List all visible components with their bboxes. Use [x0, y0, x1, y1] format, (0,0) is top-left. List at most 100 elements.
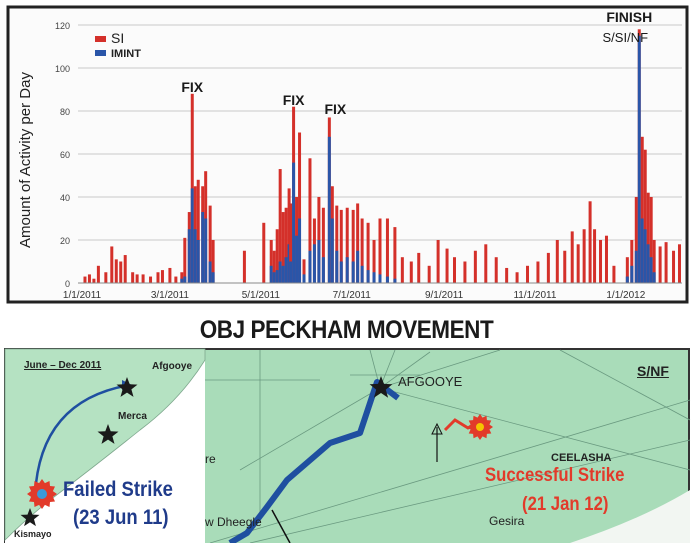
- si-bar: [604, 235, 608, 283]
- si-bar: [110, 246, 114, 283]
- si-bar: [582, 229, 586, 283]
- si-bar: [211, 240, 215, 283]
- afgooye-star-icon: [369, 376, 393, 398]
- legend-swatch-si: [95, 36, 106, 42]
- si-bar: [505, 267, 509, 283]
- pointer-arrow: [271, 509, 291, 543]
- annotation-fix: FIX: [324, 101, 346, 117]
- y-tick-label: 100: [55, 64, 70, 74]
- imint-bar: [640, 218, 644, 283]
- imint-bar: [278, 261, 282, 283]
- si-bar: [658, 246, 662, 283]
- si-bar: [272, 250, 276, 283]
- legend-label-si: SI: [111, 30, 124, 46]
- imint-bar: [180, 278, 184, 283]
- si-bar: [141, 274, 145, 283]
- si-bar: [83, 276, 87, 283]
- re-label: re: [205, 452, 216, 466]
- si-bar: [599, 240, 603, 283]
- map-roads: [205, 349, 691, 543]
- inset-merca-label: Merca: [118, 411, 147, 422]
- imint-bar: [298, 218, 302, 283]
- afgooye-label: AFGOOYE: [398, 374, 463, 389]
- imint-bar: [208, 261, 212, 283]
- gesira-label: Gesira: [489, 514, 525, 528]
- coastline: [570, 490, 690, 543]
- si-bar: [612, 265, 616, 283]
- imint-bar: [196, 240, 200, 283]
- imint-bar: [345, 257, 349, 283]
- y-tick-label: 120: [55, 21, 70, 31]
- si-bar: [536, 261, 540, 283]
- si-bar: [427, 265, 431, 283]
- imint-bar: [295, 235, 299, 283]
- legend-swatch-imint: [95, 50, 106, 56]
- si-bar: [409, 261, 413, 283]
- si-bar: [445, 248, 449, 283]
- si-bar: [321, 207, 325, 283]
- si-bar: [588, 201, 592, 283]
- si-bar: [555, 240, 559, 283]
- page-title: OBJ PECKHAM MOVEMENT: [199, 316, 494, 344]
- route-path: [228, 379, 400, 543]
- si-bar: [87, 274, 91, 283]
- si-bar: [652, 240, 656, 283]
- x-tick-label: 3/1/2011: [151, 290, 190, 301]
- annotation-fix: FIX: [181, 79, 203, 95]
- si-bar: [278, 169, 282, 283]
- imint-bar: [385, 276, 389, 283]
- si-bar: [473, 250, 477, 283]
- si-bar: [302, 259, 306, 283]
- imint-bar: [625, 276, 629, 283]
- imint-bar: [649, 257, 653, 283]
- success-strike-burst-icon: [467, 414, 493, 440]
- si-bar: [677, 244, 681, 283]
- si-bar: [546, 252, 550, 283]
- afgooye-inset-star-icon: [116, 377, 138, 397]
- x-tick-label: 5/1/2011: [242, 290, 281, 301]
- si-bar: [366, 222, 370, 283]
- inset-afgooye-label: Afgooye: [152, 361, 192, 372]
- si-bar: [576, 244, 580, 283]
- imint-bar: [378, 274, 382, 283]
- si-bar: [114, 259, 118, 283]
- si-bar: [570, 231, 574, 283]
- si-bar: [526, 265, 530, 283]
- si-bar: [339, 209, 343, 283]
- si-bar: [174, 276, 178, 283]
- si-bar: [345, 207, 349, 283]
- imint-bar: [630, 265, 634, 283]
- inset-kismayo-label: Kismayo: [14, 529, 52, 539]
- si-bar: [269, 240, 273, 283]
- si-bar: [463, 261, 467, 283]
- si-bar: [494, 257, 498, 283]
- imint-bar: [356, 250, 360, 283]
- si-bar: [646, 192, 650, 283]
- ceelasha-label: CEELASHA: [551, 452, 612, 464]
- imint-bar: [321, 257, 325, 283]
- imint-bar: [281, 265, 285, 283]
- si-bar: [664, 242, 668, 283]
- si-bar: [593, 229, 597, 283]
- imint-bar: [634, 250, 638, 283]
- si-bar: [484, 244, 488, 283]
- annotation-finish: FINISH: [606, 9, 652, 25]
- annotation-s-si-nf: S/SI/NF: [603, 30, 649, 45]
- ceelasha-arrowhead-icon: [431, 422, 443, 435]
- si-bar: [289, 203, 293, 283]
- imint-bar: [302, 274, 306, 283]
- si-bar: [149, 276, 153, 283]
- imint-bar: [327, 136, 331, 283]
- imint-bar: [643, 229, 647, 283]
- imint-bar: [289, 261, 293, 283]
- imint-bar: [187, 229, 191, 283]
- si-bar: [649, 197, 653, 283]
- si-bar: [131, 272, 135, 283]
- y-tick-label: 40: [60, 193, 70, 203]
- x-tick-label: 1/1/2011: [63, 290, 102, 301]
- kismayo-star-icon: [20, 508, 40, 527]
- si-bar: [436, 240, 440, 283]
- si-bar: [281, 212, 285, 283]
- si-bar: [360, 218, 364, 283]
